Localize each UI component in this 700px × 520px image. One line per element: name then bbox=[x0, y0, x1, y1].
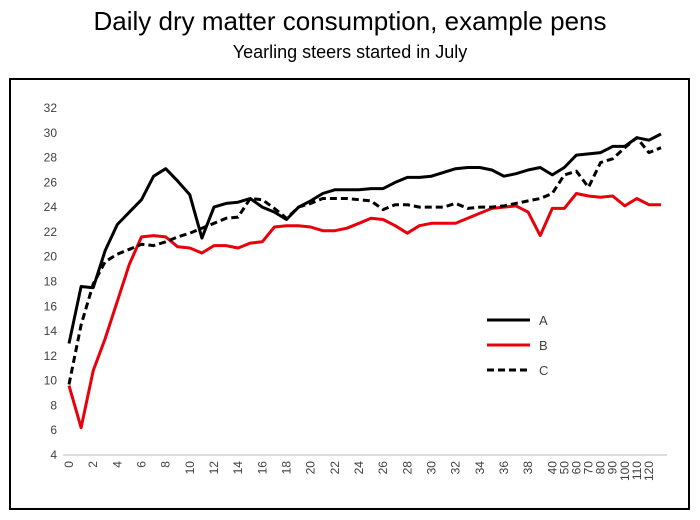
y-tick-label: 30 bbox=[44, 126, 58, 140]
x-tick-label: 40 bbox=[545, 461, 559, 475]
x-tick-label: 24 bbox=[352, 461, 366, 475]
x-tick-label: 0 bbox=[62, 461, 76, 468]
x-tick-label: 100 bbox=[618, 461, 632, 481]
x-tick-label: 110 bbox=[630, 461, 644, 480]
x-tick-label: 80 bbox=[594, 461, 608, 475]
x-tick-label: 60 bbox=[569, 461, 583, 475]
chart-subtitle: Yearling steers started in July bbox=[232, 42, 468, 62]
x-tick-label: 26 bbox=[376, 461, 390, 475]
chart-area: 4 6 8 10 12 14 16 18 20 22 24 26 28 30 32 0 2 4 6 8 10 12 14 16… bbox=[9, 78, 690, 510]
y-tick-label: 26 bbox=[44, 175, 58, 189]
x-tick-label: 50 bbox=[557, 461, 571, 475]
y-tick-label: 32 bbox=[44, 101, 58, 115]
x-tick-label: 10 bbox=[183, 461, 197, 475]
x-tick-label: 120 bbox=[642, 461, 656, 481]
y-tick-label: 18 bbox=[44, 275, 58, 289]
y-tick-label: 4 bbox=[50, 448, 57, 462]
y-tick-label: 14 bbox=[44, 324, 58, 338]
y-tick-label: 16 bbox=[44, 299, 58, 313]
series-line-b bbox=[67, 192, 661, 430]
y-tick-label: 12 bbox=[44, 349, 58, 363]
legend-label-a: A bbox=[539, 313, 548, 328]
y-tick-label: 20 bbox=[44, 250, 58, 264]
y-tick-label: 24 bbox=[44, 200, 58, 214]
x-tick-label: 20 bbox=[304, 461, 318, 475]
x-tick-label: 38 bbox=[521, 461, 535, 475]
x-tick-label: 14 bbox=[231, 461, 245, 475]
x-tick-label: 90 bbox=[606, 461, 620, 475]
y-tick-label: 6 bbox=[50, 423, 57, 437]
x-tick-label: 28 bbox=[400, 461, 414, 475]
y-tick-label: 10 bbox=[44, 374, 58, 388]
x-tick-label: 12 bbox=[207, 461, 221, 475]
x-tick-label: 34 bbox=[473, 461, 487, 475]
x-tick-label: 18 bbox=[279, 461, 293, 475]
chart-title: Daily dry matter consumption, example pe… bbox=[93, 6, 607, 36]
x-tick-label: 22 bbox=[328, 461, 342, 475]
x-tick-label: 30 bbox=[424, 461, 438, 475]
y-tick-label: 22 bbox=[44, 225, 58, 239]
x-tick-label: 36 bbox=[497, 461, 511, 475]
x-tick-label: 16 bbox=[255, 461, 269, 475]
series-line-a bbox=[67, 132, 662, 344]
legend-label-c: C bbox=[539, 363, 548, 378]
series-line-c bbox=[67, 136, 662, 385]
x-tick-label: 32 bbox=[449, 461, 463, 475]
x-tick-label: 6 bbox=[134, 461, 148, 468]
x-tick-label: 70 bbox=[582, 461, 596, 475]
x-tick-label: 2 bbox=[86, 461, 100, 468]
y-tick-label: 8 bbox=[50, 398, 57, 412]
y-tick-label: 28 bbox=[44, 151, 58, 165]
x-tick-label: 4 bbox=[110, 461, 124, 468]
x-tick-label: 8 bbox=[159, 461, 173, 468]
legend-label-b: B bbox=[539, 338, 548, 353]
